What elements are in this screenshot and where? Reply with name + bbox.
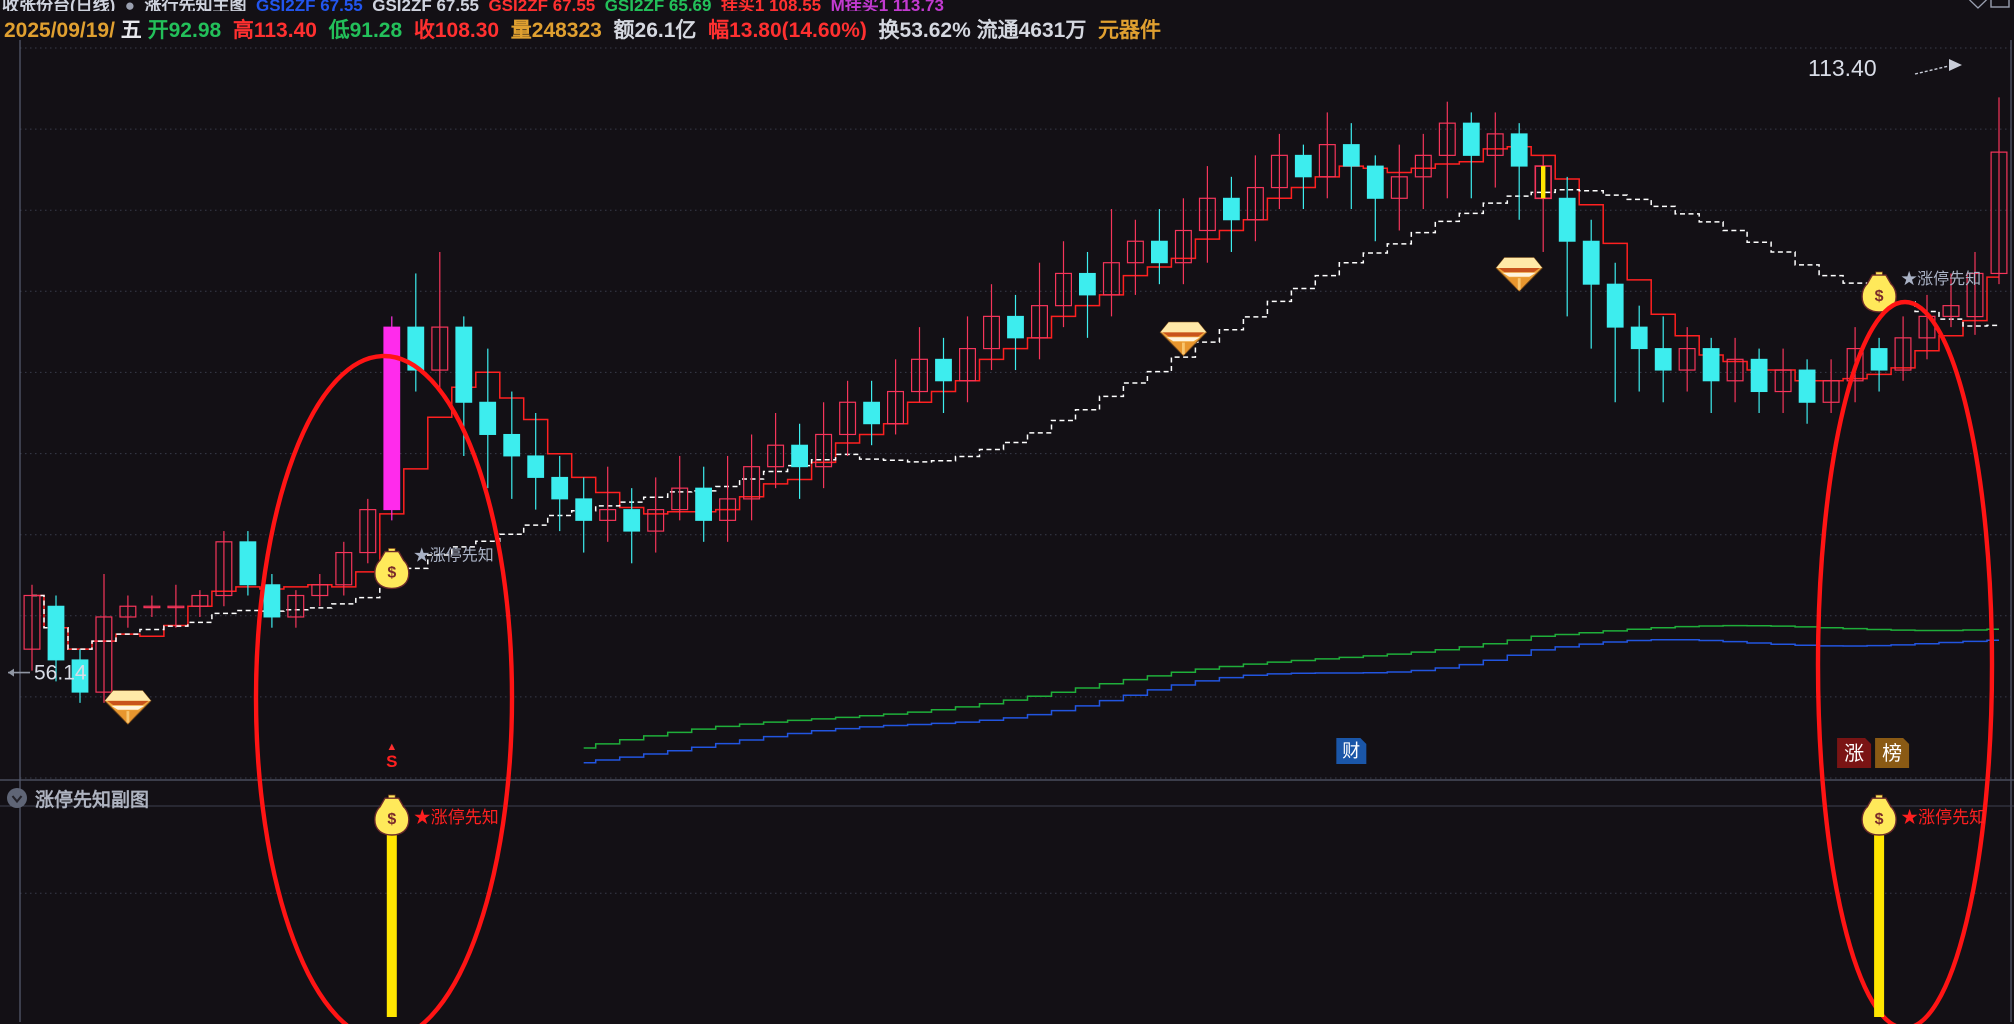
svg-text:★涨停先知: ★涨停先知 (1901, 270, 1981, 288)
svg-text:$: $ (387, 565, 396, 582)
svg-text:榜: 榜 (1882, 742, 1902, 765)
svg-text:★涨停先知: ★涨停先知 (414, 808, 499, 827)
svg-text:56.14: 56.14 (34, 662, 87, 685)
svg-text:涨: 涨 (1844, 742, 1864, 765)
svg-text:$: $ (1875, 288, 1884, 305)
svg-text:S: S (386, 752, 397, 771)
svg-text:★涨停先知: ★涨停先知 (414, 546, 494, 564)
svg-text:$: $ (1875, 811, 1884, 828)
svg-text:财: 财 (1342, 741, 1360, 761)
svg-text:$: $ (387, 811, 396, 828)
svg-text:★涨停先知: ★涨停先知 (1901, 808, 1986, 827)
svg-text:113.40: 113.40 (1808, 55, 1877, 81)
